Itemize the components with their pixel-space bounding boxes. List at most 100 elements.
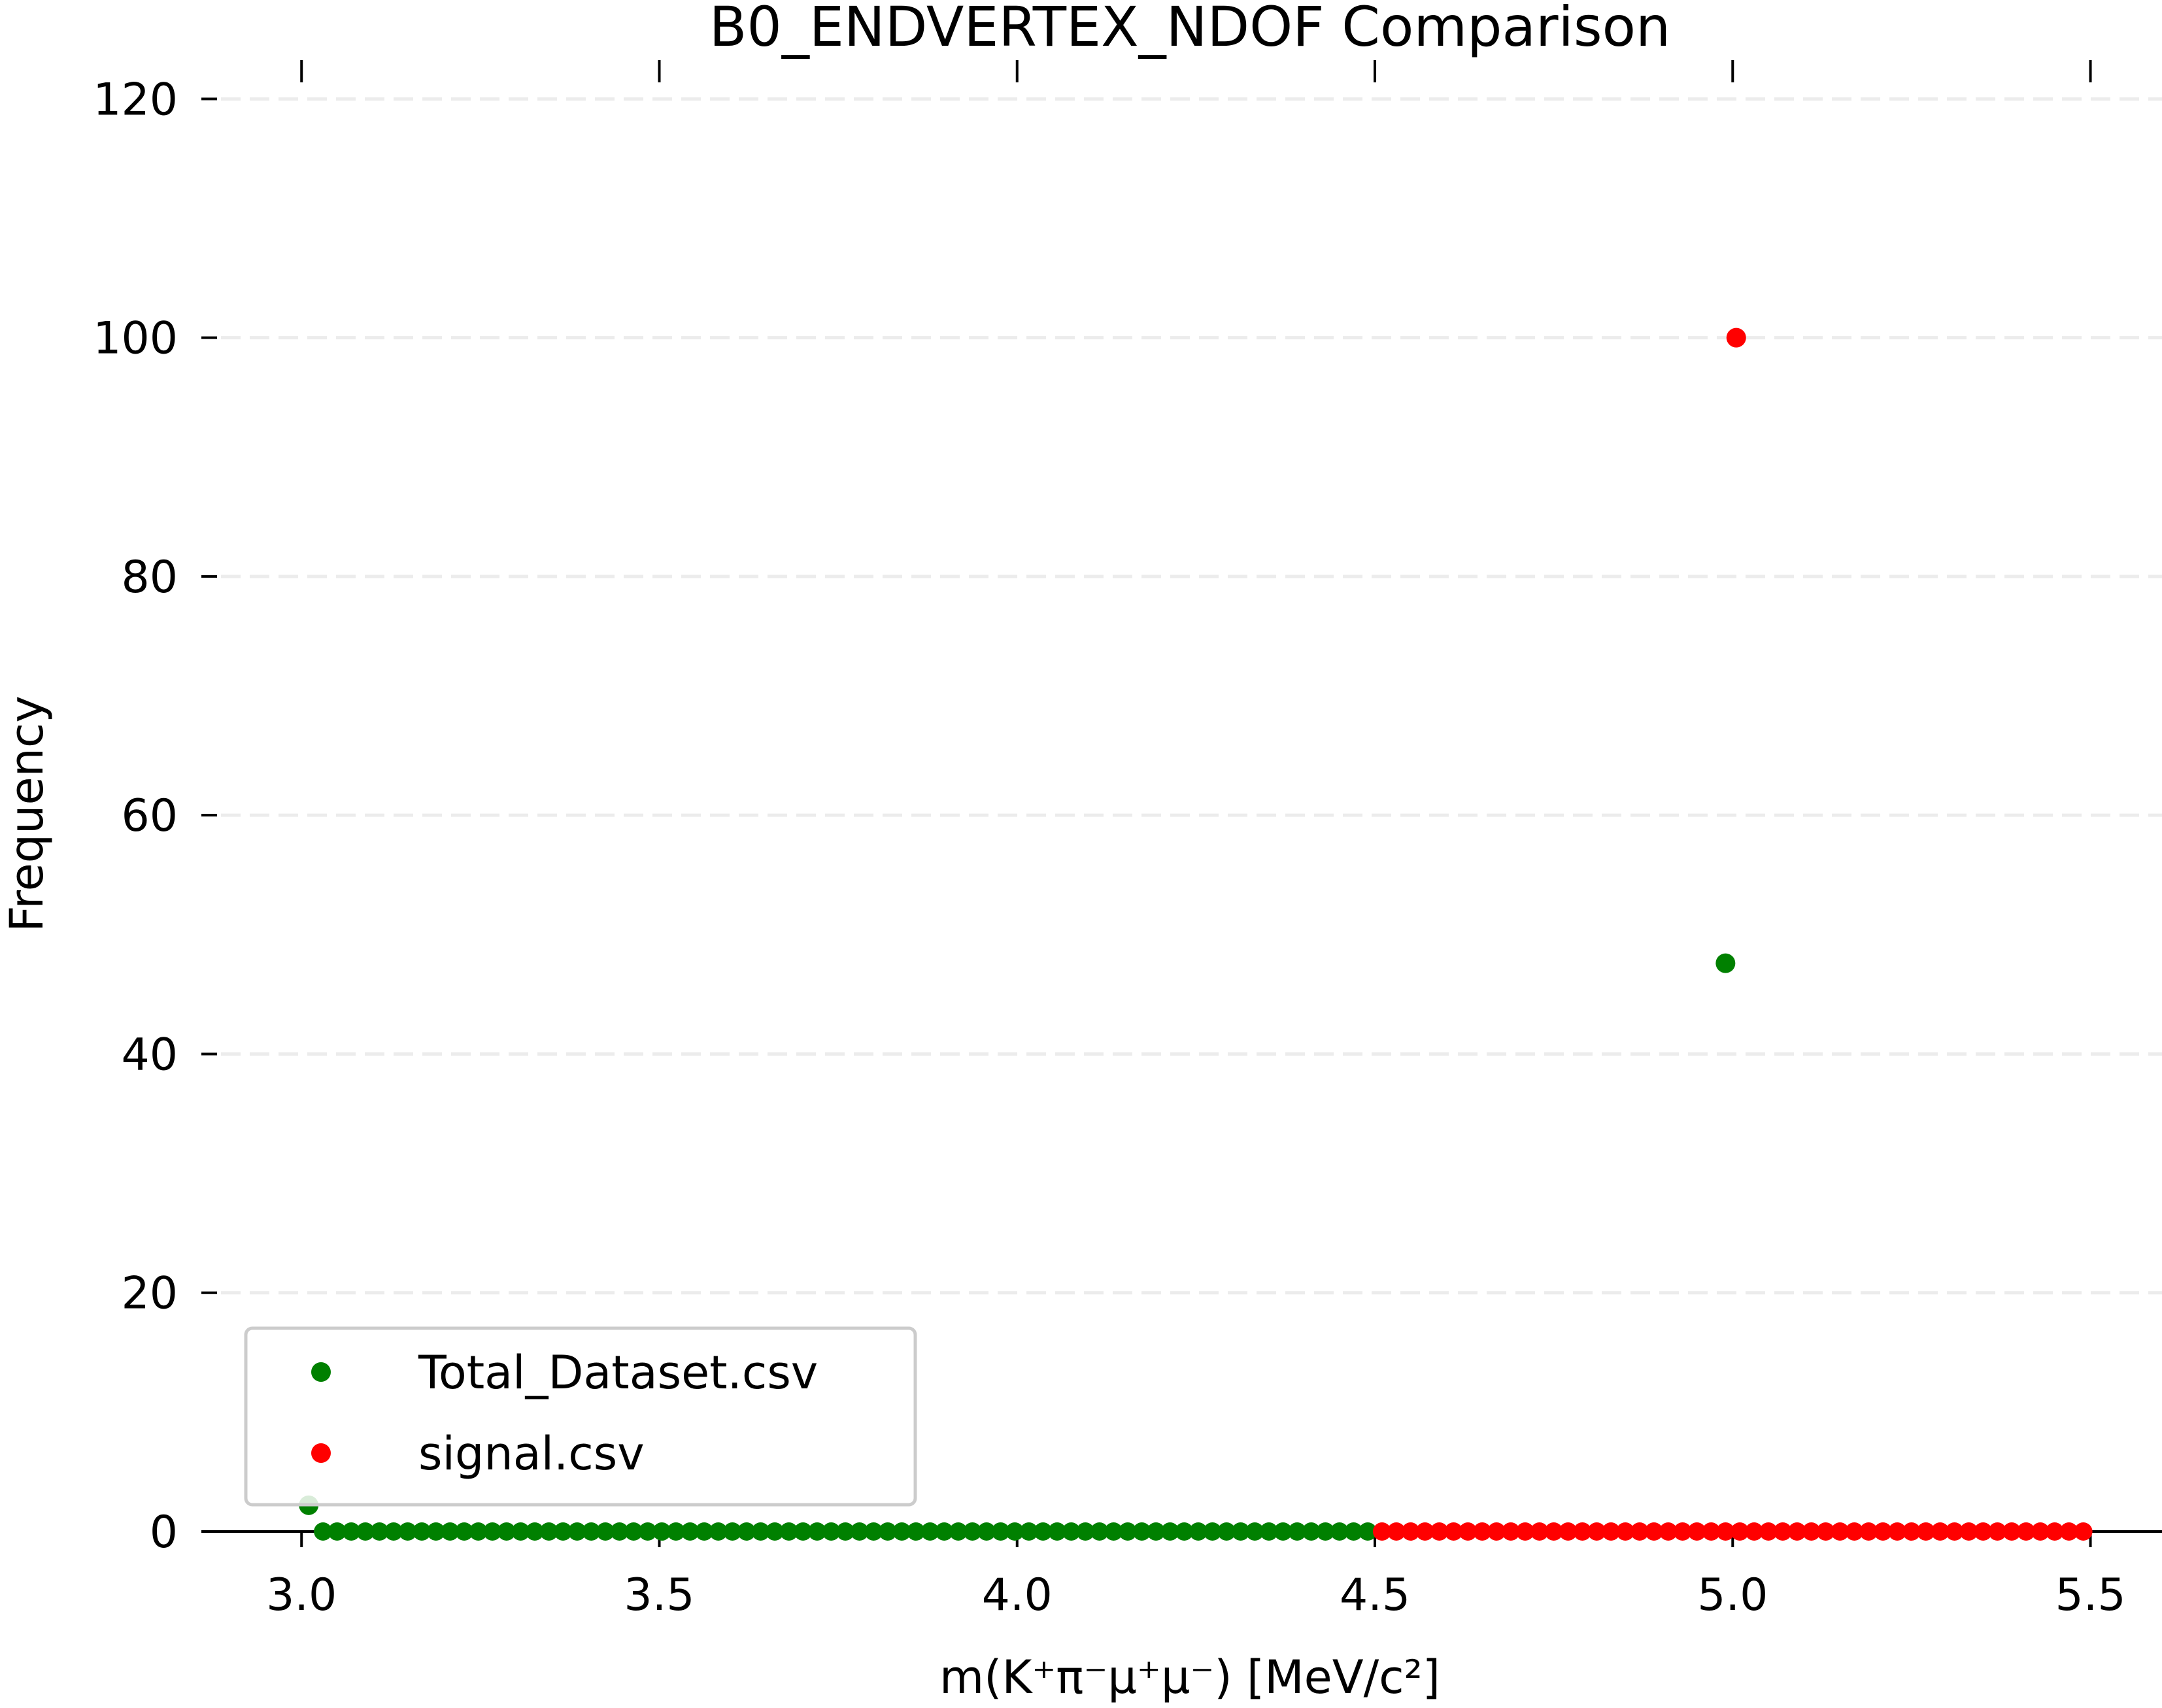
point-series0-zero-17 [554, 1522, 573, 1541]
point-series0-zero-29 [723, 1522, 742, 1541]
y-tick-label-0: 0 [150, 1507, 178, 1558]
point-series0-zero-20 [596, 1522, 615, 1541]
x-tick-label-5.0: 5.0 [1697, 1569, 1768, 1621]
point-series0-zero-15 [525, 1522, 544, 1541]
point-series1-zero-29 [1787, 1522, 1806, 1541]
point-series0-zero-3 [356, 1522, 375, 1541]
point-series0-zero-59 [1147, 1522, 1166, 1541]
point-series1-zero-36 [1888, 1522, 1907, 1541]
point-series1-zero-13 [1559, 1522, 1578, 1541]
point-series1-zero-0 [1372, 1522, 1391, 1541]
point-series1-zero-15 [1587, 1522, 1606, 1541]
point-series0-zero-42 [907, 1522, 926, 1541]
point-series0-zero-36 [822, 1522, 841, 1541]
point-series1-zero-25 [1731, 1522, 1749, 1541]
point-series0-zero-63 [1203, 1522, 1222, 1541]
point-series1-zero-19 [1644, 1522, 1663, 1541]
point-series0-zero-46 [963, 1522, 982, 1541]
point-series1-zero-17 [1616, 1522, 1635, 1541]
point-series1-zero-27 [1759, 1522, 1778, 1541]
point-series1-zero-5 [1444, 1522, 1463, 1541]
point-series0-zero-8 [426, 1522, 445, 1541]
point-series1-zero-22 [1687, 1522, 1706, 1541]
point-series0-zero-18 [567, 1522, 586, 1541]
point-series0-zero-73 [1344, 1522, 1363, 1541]
point-series1-zero-1 [1387, 1522, 1406, 1541]
point-series0-zero-55 [1090, 1522, 1109, 1541]
point-series0-zero-9 [441, 1522, 460, 1541]
point-series1-0 [1726, 327, 1746, 348]
point-series1-zero-47 [2045, 1522, 2064, 1541]
point-series1-zero-33 [1845, 1522, 1864, 1541]
y-tick-label-80: 80 [121, 552, 178, 603]
ticks: 0 20 40 60 80 100 120 3.0 3.5 4.0 4.5 5.0 5.5 [93, 60, 2126, 1621]
point-series0-zero-58 [1132, 1522, 1151, 1541]
legend-marker-signal [311, 1443, 331, 1463]
point-series1-zero-40 [1945, 1522, 1964, 1541]
legend: Total_Dataset.csv signal.csv [244, 1326, 917, 1507]
point-series0-zero-68 [1274, 1522, 1292, 1541]
point-series1-zero-35 [1874, 1522, 1893, 1541]
point-series0-zero-5 [384, 1522, 403, 1541]
legend-marker-total-dataset [311, 1362, 331, 1382]
point-series0-zero-34 [794, 1522, 813, 1541]
y-tick-label-40: 40 [121, 1029, 178, 1080]
point-series0-zero-45 [949, 1522, 968, 1541]
y-tick-label-20: 20 [121, 1268, 178, 1320]
point-series0-zero-10 [455, 1522, 474, 1541]
point-series1-zero-8 [1487, 1522, 1506, 1541]
point-series0-zero-65 [1231, 1522, 1250, 1541]
point-series1-zero-48 [2059, 1522, 2078, 1541]
point-series0-zero-70 [1302, 1522, 1321, 1541]
point-series0-zero-54 [1076, 1522, 1095, 1541]
point-series1-zero-23 [1702, 1522, 1721, 1541]
point-series1-zero-45 [2017, 1522, 2036, 1541]
legend-label-signal: signal.csv [418, 1427, 645, 1481]
x-axis-label: m(K⁺π⁻μ⁺μ⁻) [MeV/c²] [939, 1650, 1440, 1704]
point-series0-zero-22 [624, 1522, 643, 1541]
point-series0-zero-19 [582, 1522, 601, 1541]
point-series0-zero-51 [1034, 1522, 1053, 1541]
point-series0-zero-52 [1047, 1522, 1066, 1541]
point-series1-zero-12 [1544, 1522, 1563, 1541]
point-series1-zero-6 [1459, 1522, 1478, 1541]
point-series0-zero-1 [328, 1522, 346, 1541]
point-series1-zero-31 [1816, 1522, 1835, 1541]
point-series1-zero-44 [2002, 1522, 2021, 1541]
point-series1-zero-10 [1515, 1522, 1534, 1541]
point-series1-zero-11 [1530, 1522, 1549, 1541]
point-series0-zero-72 [1330, 1522, 1349, 1541]
point-series1-zero-26 [1745, 1522, 1764, 1541]
point-series1-zero-32 [1831, 1522, 1850, 1541]
point-series1-zero-34 [1859, 1522, 1878, 1541]
legend-frame [244, 1326, 917, 1507]
x-tick-label-3.0: 3.0 [266, 1569, 337, 1621]
point-series1-zero-46 [2031, 1522, 2050, 1541]
point-series1-zero-37 [1902, 1522, 1921, 1541]
x-tick-label-4.0: 4.0 [982, 1569, 1053, 1621]
x-tick-label-4.5: 4.5 [1340, 1569, 1410, 1621]
point-series0-zero-69 [1288, 1522, 1307, 1541]
point-series0-zero-16 [539, 1522, 558, 1541]
data-points [299, 327, 2093, 1541]
point-series1-zero-16 [1602, 1522, 1621, 1541]
point-series0-zero-13 [497, 1522, 516, 1541]
point-series0-zero-49 [1005, 1522, 1024, 1541]
point-series1-zero-30 [1802, 1522, 1821, 1541]
y-tick-label-120: 120 [93, 74, 178, 126]
point-series1-zero-9 [1501, 1522, 1520, 1541]
point-series0-zero-32 [766, 1522, 785, 1541]
point-series0-zero-11 [469, 1522, 488, 1541]
point-series0-1 [1715, 953, 1736, 973]
point-series0-zero-31 [751, 1522, 770, 1541]
point-series0-zero-71 [1316, 1522, 1335, 1541]
point-series0-zero-33 [779, 1522, 798, 1541]
point-series1-zero-18 [1630, 1522, 1649, 1541]
point-series1-zero-4 [1430, 1522, 1449, 1541]
point-series1-zero-2 [1401, 1522, 1420, 1541]
x-tick-label-5.5: 5.5 [2055, 1569, 2125, 1621]
point-series1-zero-38 [1916, 1522, 1935, 1541]
point-series0-zero-37 [836, 1522, 855, 1541]
point-series1-zero-20 [1659, 1522, 1678, 1541]
point-series0-zero-43 [921, 1522, 939, 1541]
